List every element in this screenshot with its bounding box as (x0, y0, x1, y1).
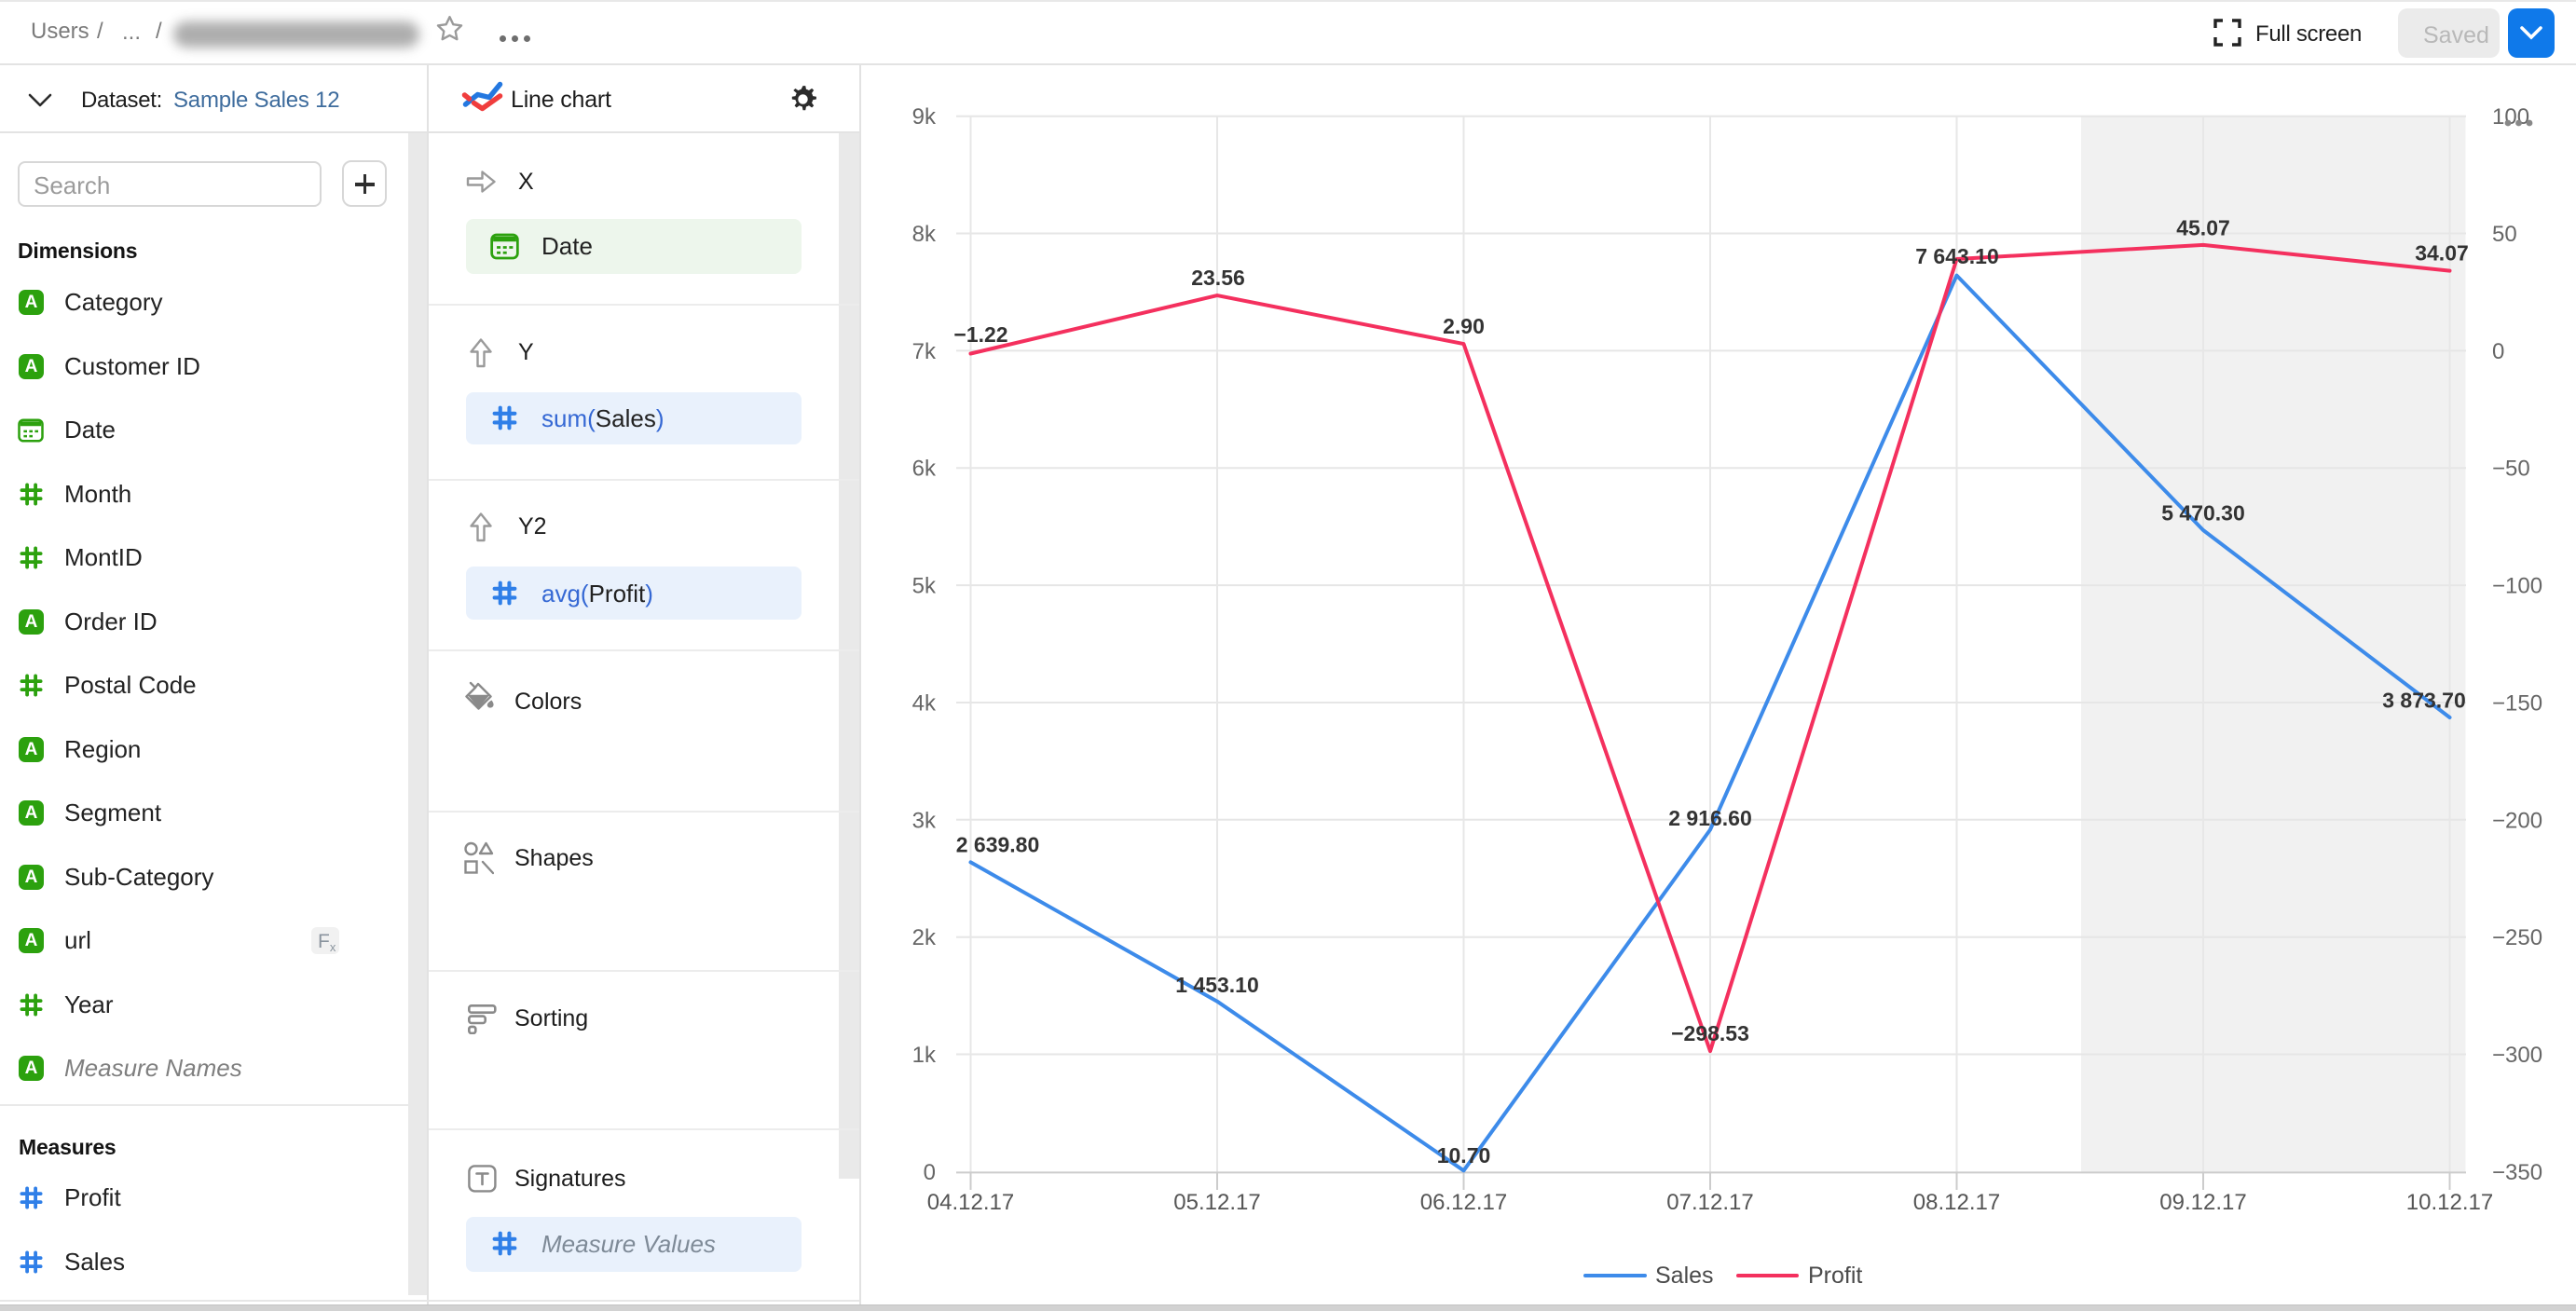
svg-text:08.12.17: 08.12.17 (1913, 1190, 2000, 1215)
svg-text:−50: −50 (2492, 457, 2530, 482)
svg-text:−298.53: −298.53 (1671, 1021, 1749, 1045)
svg-text:06.12.17: 06.12.17 (1420, 1190, 1507, 1215)
svg-text:0: 0 (2492, 339, 2504, 364)
svg-text:100: 100 (2492, 104, 2529, 130)
svg-text:7k: 7k (912, 339, 937, 364)
svg-text:−150: −150 (2492, 691, 2542, 717)
svg-text:10.12.17: 10.12.17 (2406, 1190, 2493, 1215)
svg-text:6k: 6k (912, 457, 937, 482)
svg-text:09.12.17: 09.12.17 (2159, 1190, 2246, 1215)
svg-text:2.90: 2.90 (1443, 314, 1485, 338)
svg-text:−300: −300 (2492, 1043, 2542, 1068)
svg-text:34.07: 34.07 (2415, 241, 2469, 266)
svg-text:−1.22: −1.22 (953, 322, 1007, 347)
svg-text:07.12.17: 07.12.17 (1666, 1190, 1753, 1215)
svg-text:5 470.30: 5 470.30 (2161, 501, 2245, 526)
svg-text:7 643.10: 7 643.10 (1915, 244, 1999, 268)
svg-text:3 873.70: 3 873.70 (2382, 689, 2466, 713)
svg-text:2 639.80: 2 639.80 (956, 833, 1040, 857)
svg-text:2k: 2k (912, 925, 937, 950)
svg-text:0: 0 (924, 1160, 936, 1185)
svg-text:50: 50 (2492, 222, 2517, 247)
svg-text:2 916.60: 2 916.60 (1668, 806, 1752, 830)
svg-text:45.07: 45.07 (2176, 216, 2230, 240)
svg-text:Profit: Profit (1808, 1263, 1862, 1289)
svg-text:1 453.10: 1 453.10 (1175, 973, 1259, 997)
svg-text:1k: 1k (912, 1043, 937, 1068)
svg-text:−350: −350 (2492, 1160, 2542, 1185)
svg-text:8k: 8k (912, 222, 937, 247)
svg-text:23.56: 23.56 (1191, 266, 1245, 290)
svg-text:−100: −100 (2492, 574, 2542, 599)
svg-text:5k: 5k (912, 574, 937, 599)
svg-text:04.12.17: 04.12.17 (927, 1190, 1014, 1215)
svg-text:05.12.17: 05.12.17 (1173, 1190, 1260, 1215)
svg-text:−200: −200 (2492, 808, 2542, 833)
svg-text:9k: 9k (912, 104, 937, 130)
svg-text:3k: 3k (912, 808, 937, 833)
svg-text:Sales: Sales (1655, 1263, 1714, 1289)
svg-text:4k: 4k (912, 691, 937, 717)
svg-text:10.70: 10.70 (1437, 1143, 1491, 1168)
svg-text:−250: −250 (2492, 925, 2542, 950)
